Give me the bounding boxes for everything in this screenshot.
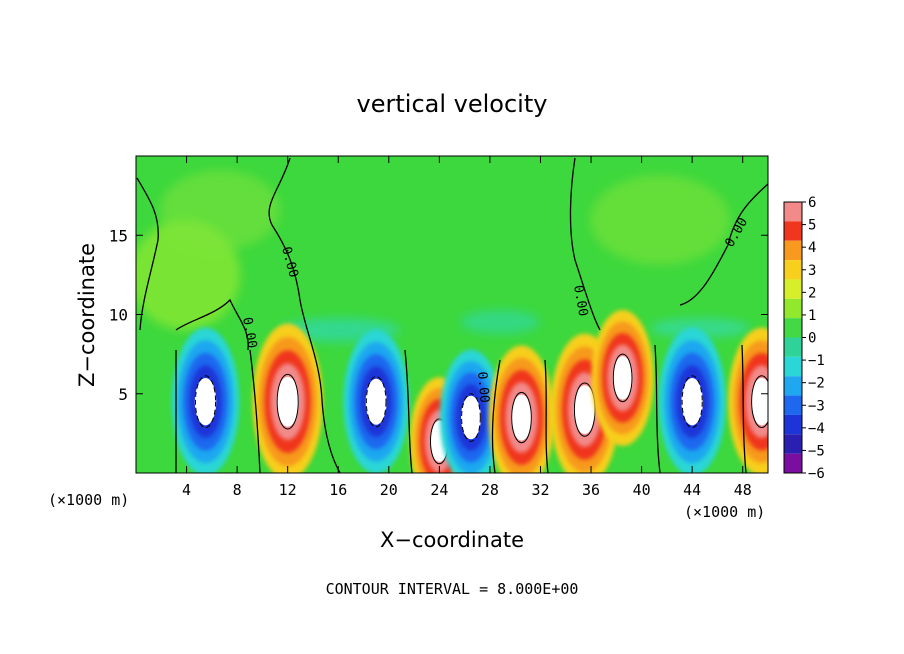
downdraft-cell <box>658 327 726 473</box>
zero-contour-line <box>404 349 413 473</box>
colorbar-label: 1 <box>808 308 816 324</box>
colorbar-label: 3 <box>808 263 816 279</box>
cell-band <box>276 376 299 427</box>
x-tick-label: 20 <box>380 481 398 499</box>
cell-band <box>511 394 533 441</box>
colorbar-label: 0 <box>808 331 816 347</box>
colorbar-swatch <box>784 318 802 338</box>
x-tick-label: 24 <box>430 481 448 499</box>
cell-contour <box>194 375 217 429</box>
updraft-cell <box>488 345 555 473</box>
x-unit-left: (×1000 m) <box>48 491 129 509</box>
colorbar-label: −3 <box>808 398 825 414</box>
y-axis-label: Z−coordinate <box>75 243 99 387</box>
x-tick-label: 40 <box>633 481 651 499</box>
velocity-cells <box>171 309 768 473</box>
zero-contour-line <box>679 183 768 306</box>
plot-area: 0.00 0.00 0.00 0.00 0.00 <box>136 156 768 473</box>
contour-label: 0.00 <box>239 316 259 349</box>
x-axis-label: X−coordinate <box>380 528 524 552</box>
contour-label: 0.00 <box>474 371 492 404</box>
cell-band <box>365 378 387 425</box>
downdraft-cell <box>439 349 503 473</box>
colorbar-swatch <box>784 337 802 357</box>
colorbar-label: 2 <box>808 285 816 301</box>
x-tick-label: 28 <box>481 481 499 499</box>
x-tick-label: 12 <box>279 481 297 499</box>
colorbar-swatch <box>784 434 802 454</box>
colorbar: 6 5 4 3 2 1 0 −1 −2 −3 −4 −5 −6 <box>783 195 825 482</box>
colorbar-swatch <box>784 202 802 222</box>
zero-contour-line <box>569 157 601 331</box>
colorbar-label: 5 <box>808 218 816 234</box>
y-tick-label: 15 <box>109 226 128 245</box>
colorbar-label: −5 <box>808 443 825 459</box>
cell-contour <box>365 375 387 428</box>
zero-contour-line <box>654 344 661 473</box>
colorbar-swatch <box>784 395 802 415</box>
colorbar-label: 4 <box>808 240 816 256</box>
cell-contour <box>276 373 299 430</box>
zero-contour-line <box>491 359 501 473</box>
x-tick-label: 36 <box>582 481 600 499</box>
cell-contour <box>681 375 703 429</box>
updraft-cell <box>252 323 323 473</box>
colorbar-swatch <box>784 221 802 241</box>
cell-contour <box>511 391 532 444</box>
colorbar-swatch <box>784 260 802 280</box>
zero-contour-line <box>741 344 747 473</box>
cell-band <box>194 377 217 426</box>
cell-band <box>573 385 596 434</box>
y-tick-label: 10 <box>109 306 128 325</box>
colorbar-label: −6 <box>808 466 825 482</box>
x-axis: 4 8 12 16 20 24 28 32 36 40 44 48 <box>182 156 752 499</box>
zero-contour-line <box>544 359 549 473</box>
cell-contour <box>461 393 481 442</box>
y-tick-label: 5 <box>118 385 128 404</box>
cell-band <box>750 378 768 426</box>
updraft-cell <box>728 327 768 473</box>
colorbar-label: −1 <box>808 353 825 369</box>
cell-contour <box>751 375 768 429</box>
colorbar-label: −4 <box>808 421 825 437</box>
downdraft-cell <box>343 329 409 473</box>
zero-contours <box>136 157 768 473</box>
x-tick-label: 16 <box>329 481 347 499</box>
contour-interval-note: CONTOUR INTERVAL = 8.000E+00 <box>326 580 579 598</box>
cell-contour <box>612 353 633 403</box>
colorbar-swatch <box>784 279 802 299</box>
cell-band <box>681 377 703 426</box>
colorbar-swatch <box>784 376 802 396</box>
colorbar-swatch <box>784 240 802 261</box>
x-unit-right: (×1000 m) <box>684 503 765 521</box>
zero-contour-line <box>175 298 249 351</box>
x-tick-label: 44 <box>683 481 701 499</box>
cell-band <box>612 356 633 400</box>
colorbar-swatch <box>784 356 802 377</box>
x-tick-label: 4 <box>182 481 191 499</box>
colorbar-swatch <box>784 453 802 473</box>
zero-contour-line <box>249 349 261 473</box>
y-axis: 5 10 15 <box>109 226 768 404</box>
contour-label: 0.00 <box>570 284 590 317</box>
zero-contour-line <box>268 157 341 473</box>
upper-shading <box>136 170 750 342</box>
x-tick-label: 32 <box>531 481 549 499</box>
chart-title: vertical velocity <box>357 90 548 118</box>
colorbar-swatch <box>784 414 802 435</box>
zero-contour-line <box>136 177 159 331</box>
colorbar-label: −2 <box>808 376 825 392</box>
downdraft-cell <box>171 327 240 473</box>
colorbar-swatch <box>784 298 802 319</box>
x-tick-label: 8 <box>233 481 242 499</box>
colorbar-label: 6 <box>808 195 816 211</box>
x-tick-label: 48 <box>734 481 752 499</box>
cell-band <box>460 395 481 440</box>
updraft-cell <box>591 309 654 446</box>
